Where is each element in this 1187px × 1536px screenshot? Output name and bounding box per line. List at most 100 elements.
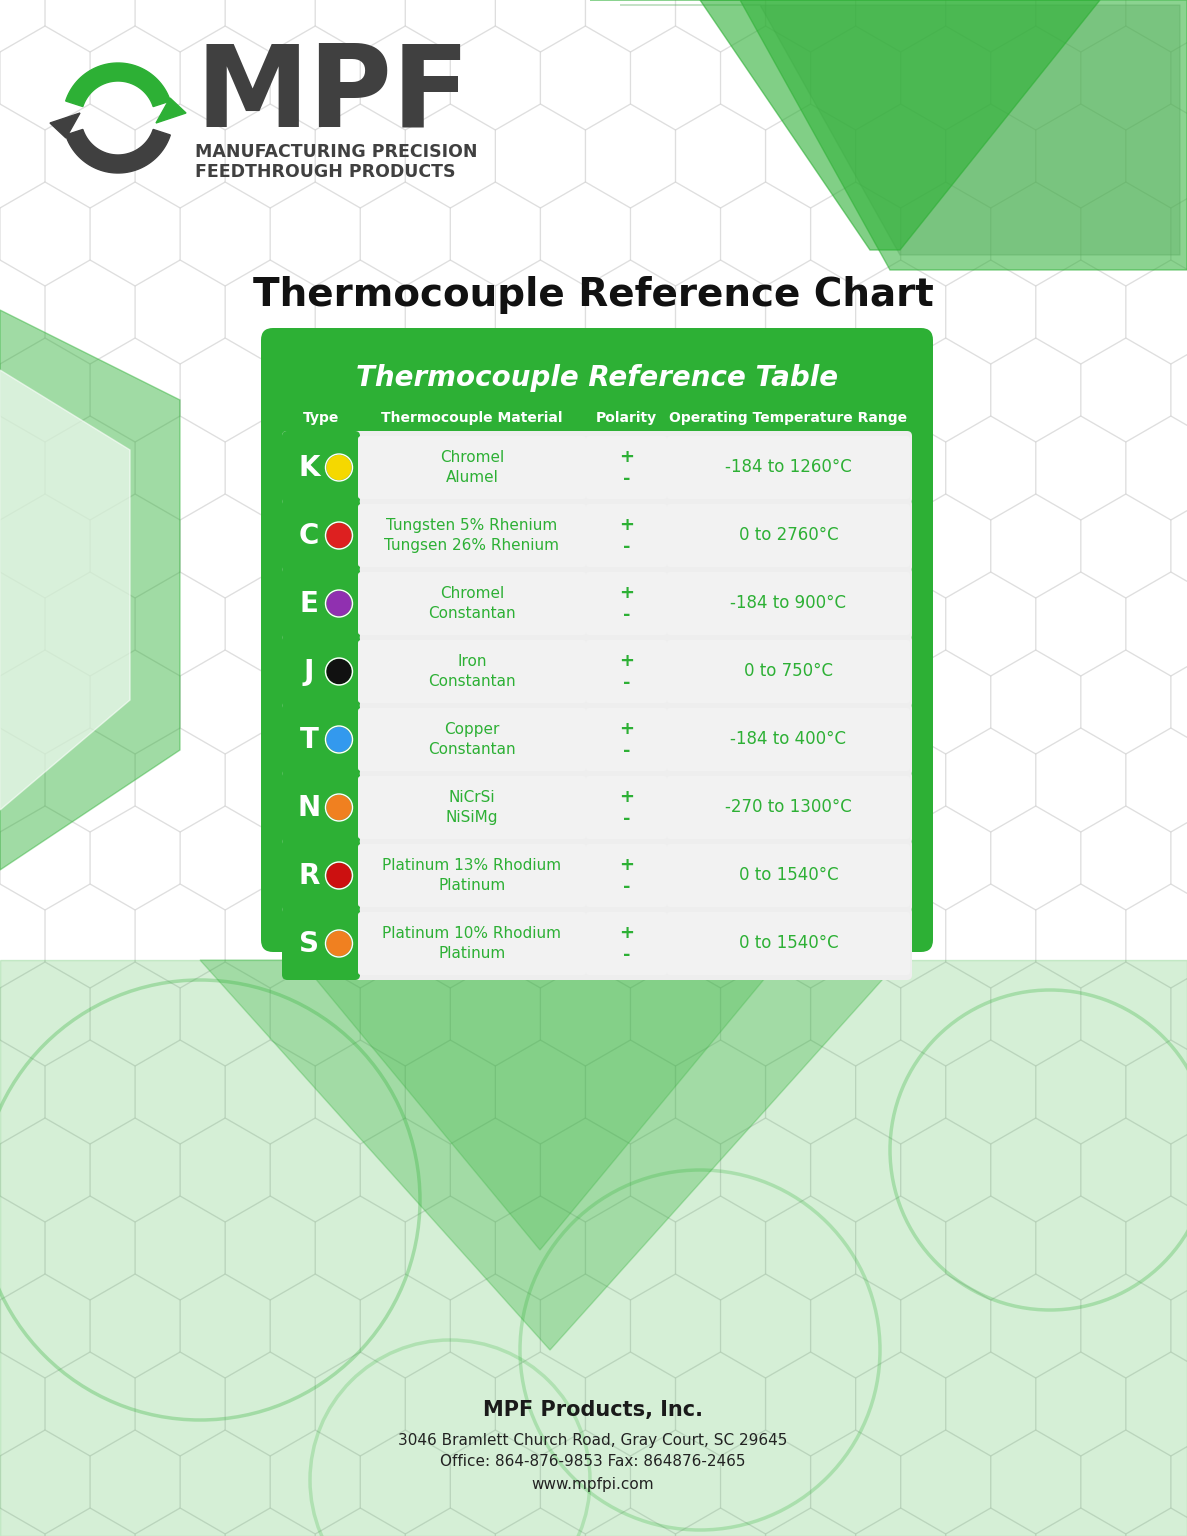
Text: -: - (623, 538, 630, 556)
Text: Thermocouple Reference Chart: Thermocouple Reference Chart (253, 276, 933, 313)
Text: 0 to 1540°C: 0 to 1540°C (738, 934, 838, 952)
FancyBboxPatch shape (261, 329, 933, 952)
Text: -184 to 900°C: -184 to 900°C (730, 594, 846, 613)
Text: Copper: Copper (444, 722, 500, 737)
Text: +: + (618, 719, 634, 737)
Text: Polarity: Polarity (596, 412, 658, 425)
Text: 0 to 750°C: 0 to 750°C (744, 662, 833, 680)
Polygon shape (65, 63, 170, 106)
Text: Alumel: Alumel (445, 470, 499, 485)
FancyBboxPatch shape (283, 567, 912, 641)
FancyBboxPatch shape (586, 843, 667, 906)
Text: Constantan: Constantan (429, 674, 516, 690)
Text: +: + (618, 923, 634, 942)
FancyBboxPatch shape (283, 432, 912, 504)
Text: Tungsten 5% Rhenium: Tungsten 5% Rhenium (387, 518, 558, 533)
Polygon shape (199, 960, 900, 1350)
FancyBboxPatch shape (283, 771, 360, 843)
Text: FEEDTHROUGH PRODUCTS: FEEDTHROUGH PRODUCTS (195, 163, 456, 181)
FancyBboxPatch shape (586, 708, 667, 771)
Polygon shape (620, 5, 1180, 255)
Text: Iron: Iron (457, 654, 487, 670)
Text: Constantan: Constantan (429, 607, 516, 621)
Text: Platinum 13% Rhodium: Platinum 13% Rhodium (382, 859, 561, 872)
Text: NiSiMg: NiSiMg (446, 809, 499, 825)
Text: +: + (618, 447, 634, 465)
FancyBboxPatch shape (667, 708, 910, 771)
Text: E: E (299, 590, 318, 617)
Text: +: + (618, 856, 634, 874)
FancyBboxPatch shape (667, 843, 910, 906)
Text: Tungsen 26% Rhenium: Tungsen 26% Rhenium (385, 538, 559, 553)
Text: +: + (618, 516, 634, 533)
Text: N: N (298, 794, 320, 822)
Text: T: T (299, 725, 318, 754)
FancyBboxPatch shape (586, 912, 667, 975)
FancyBboxPatch shape (586, 504, 667, 567)
FancyBboxPatch shape (667, 436, 910, 499)
Circle shape (326, 863, 351, 888)
Text: Platinum: Platinum (438, 946, 506, 962)
Circle shape (326, 796, 351, 820)
FancyBboxPatch shape (586, 571, 667, 634)
Text: J: J (304, 657, 315, 685)
Text: -: - (623, 946, 630, 963)
FancyBboxPatch shape (283, 703, 360, 776)
Text: +: + (618, 584, 634, 602)
FancyBboxPatch shape (358, 641, 586, 703)
FancyBboxPatch shape (283, 906, 360, 980)
Text: NiCrSi: NiCrSi (449, 790, 495, 805)
Bar (0, 960, 1187, 1536)
Circle shape (326, 524, 351, 547)
FancyBboxPatch shape (283, 432, 360, 504)
Text: Platinum: Platinum (438, 879, 506, 892)
Text: -184 to 1260°C: -184 to 1260°C (725, 459, 852, 476)
FancyBboxPatch shape (358, 776, 586, 839)
Text: S: S (299, 929, 319, 957)
Text: Thermocouple Reference Table: Thermocouple Reference Table (356, 364, 838, 392)
FancyBboxPatch shape (586, 641, 667, 703)
Polygon shape (590, 0, 1187, 270)
Circle shape (326, 728, 351, 751)
Polygon shape (65, 129, 170, 174)
Circle shape (326, 591, 351, 616)
Polygon shape (300, 960, 780, 1250)
FancyBboxPatch shape (586, 436, 667, 499)
Text: Operating Temperature Range: Operating Temperature Range (669, 412, 908, 425)
Circle shape (326, 659, 351, 684)
Polygon shape (0, 370, 131, 809)
FancyBboxPatch shape (283, 839, 360, 912)
FancyBboxPatch shape (283, 634, 360, 708)
FancyBboxPatch shape (283, 499, 912, 571)
Text: www.mpfpi.com: www.mpfpi.com (532, 1476, 654, 1491)
FancyBboxPatch shape (358, 912, 586, 975)
Text: -: - (623, 673, 630, 691)
Text: -: - (623, 809, 630, 828)
FancyBboxPatch shape (283, 906, 912, 980)
Text: -184 to 400°C: -184 to 400°C (730, 731, 846, 748)
Text: R: R (298, 862, 319, 889)
Text: Type: Type (303, 412, 339, 425)
Text: Constantan: Constantan (429, 742, 516, 757)
Text: Office: 864-876-9853 Fax: 864876-2465: Office: 864-876-9853 Fax: 864876-2465 (440, 1455, 745, 1470)
Text: Thermocouple Material: Thermocouple Material (381, 412, 563, 425)
Text: MPF: MPF (195, 40, 470, 151)
FancyBboxPatch shape (283, 703, 912, 776)
Text: -: - (623, 742, 630, 759)
Text: MPF Products, Inc.: MPF Products, Inc. (483, 1399, 703, 1419)
Text: -270 to 1300°C: -270 to 1300°C (725, 799, 852, 817)
FancyBboxPatch shape (586, 776, 667, 839)
FancyBboxPatch shape (667, 504, 910, 567)
Circle shape (326, 456, 351, 479)
FancyBboxPatch shape (667, 571, 910, 634)
FancyBboxPatch shape (283, 499, 360, 571)
FancyBboxPatch shape (283, 634, 912, 708)
Text: C: C (299, 522, 319, 550)
Text: +: + (618, 651, 634, 670)
FancyBboxPatch shape (667, 641, 910, 703)
FancyBboxPatch shape (667, 776, 910, 839)
FancyBboxPatch shape (358, 436, 586, 499)
Text: K: K (298, 453, 319, 481)
Polygon shape (0, 310, 180, 869)
Text: 0 to 1540°C: 0 to 1540°C (738, 866, 838, 885)
